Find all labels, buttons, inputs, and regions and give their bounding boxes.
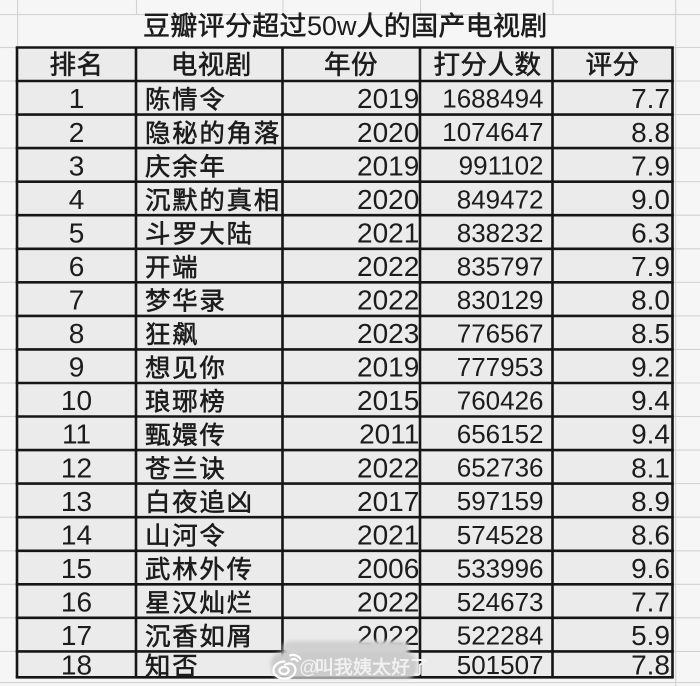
svg-text:656152: 656152	[457, 419, 544, 449]
svg-text:2022: 2022	[357, 285, 419, 316]
svg-text:8: 8	[69, 318, 85, 349]
svg-text:2021: 2021	[357, 217, 419, 248]
svg-text:9.4: 9.4	[631, 385, 670, 416]
svg-text:7.9: 7.9	[631, 150, 670, 181]
svg-text:2015: 2015	[357, 385, 419, 416]
svg-text:11: 11	[62, 419, 91, 450]
svg-text:7.9: 7.9	[631, 251, 670, 282]
svg-text:2022: 2022	[357, 251, 419, 282]
svg-text:7: 7	[69, 285, 85, 316]
svg-text:501507: 501507	[457, 650, 544, 680]
svg-text:9: 9	[69, 352, 85, 383]
svg-text:7.7: 7.7	[631, 83, 670, 114]
svg-text:3: 3	[69, 150, 85, 181]
svg-text:15: 15	[61, 553, 92, 584]
svg-text:524673: 524673	[457, 587, 544, 617]
svg-text:2021: 2021	[357, 519, 419, 550]
svg-text:2020: 2020	[357, 184, 419, 215]
svg-text:760426: 760426	[457, 386, 544, 416]
svg-text:2020: 2020	[357, 117, 419, 148]
svg-text:9.0: 9.0	[631, 184, 670, 215]
svg-text:2: 2	[69, 117, 85, 148]
svg-text:5: 5	[69, 217, 85, 248]
svg-text:838232: 838232	[457, 218, 544, 248]
svg-text:522284: 522284	[457, 620, 544, 650]
svg-text:777953: 777953	[457, 352, 544, 382]
svg-text:9.6: 9.6	[631, 553, 670, 584]
svg-text:2019: 2019	[357, 150, 419, 181]
svg-text:8.5: 8.5	[631, 318, 670, 349]
svg-text:533996: 533996	[457, 553, 544, 583]
svg-text:9.2: 9.2	[631, 352, 670, 383]
svg-text:50w: 50w	[307, 11, 357, 41]
svg-text:5.9: 5.9	[631, 620, 670, 651]
svg-text:12: 12	[61, 452, 92, 483]
svg-text:597159: 597159	[457, 486, 544, 516]
svg-text:14: 14	[61, 519, 92, 550]
svg-text:652736: 652736	[457, 453, 544, 483]
svg-text:17: 17	[61, 620, 92, 651]
svg-text:7.8: 7.8	[631, 650, 670, 681]
svg-text:13: 13	[61, 486, 92, 517]
svg-text:16: 16	[61, 587, 92, 618]
svg-text:2022: 2022	[357, 587, 419, 618]
svg-text:8.1: 8.1	[631, 452, 670, 483]
svg-text:6: 6	[69, 251, 85, 282]
svg-text:2019: 2019	[357, 83, 419, 114]
svg-text:1074647: 1074647	[442, 117, 543, 147]
svg-text:8.8: 8.8	[631, 117, 670, 148]
svg-text:4: 4	[69, 184, 85, 215]
svg-text:2017: 2017	[357, 486, 419, 517]
svg-text:8.9: 8.9	[631, 486, 670, 517]
svg-text:2006: 2006	[357, 553, 419, 584]
svg-text:991102: 991102	[459, 151, 544, 181]
svg-text:@: @	[299, 658, 318, 679]
svg-text:8.6: 8.6	[631, 519, 670, 550]
svg-text:10: 10	[61, 385, 92, 416]
svg-text:2019: 2019	[357, 352, 419, 383]
svg-text:2011: 2011	[359, 419, 419, 450]
svg-text:6.3: 6.3	[631, 217, 670, 248]
svg-text:830129: 830129	[457, 285, 544, 315]
svg-text:2023: 2023	[357, 318, 419, 349]
svg-text:1688494: 1688494	[442, 84, 543, 114]
svg-text:2022: 2022	[357, 452, 419, 483]
svg-text:9.4: 9.4	[631, 419, 670, 450]
svg-text:776567: 776567	[457, 319, 544, 349]
svg-text:8.0: 8.0	[631, 285, 670, 316]
svg-text:1: 1	[69, 83, 85, 114]
svg-text:7.7: 7.7	[631, 587, 670, 618]
svg-text:18: 18	[61, 650, 92, 681]
svg-text:849472: 849472	[457, 184, 544, 214]
svg-text:574528: 574528	[457, 520, 544, 550]
svg-text:835797: 835797	[457, 251, 544, 281]
